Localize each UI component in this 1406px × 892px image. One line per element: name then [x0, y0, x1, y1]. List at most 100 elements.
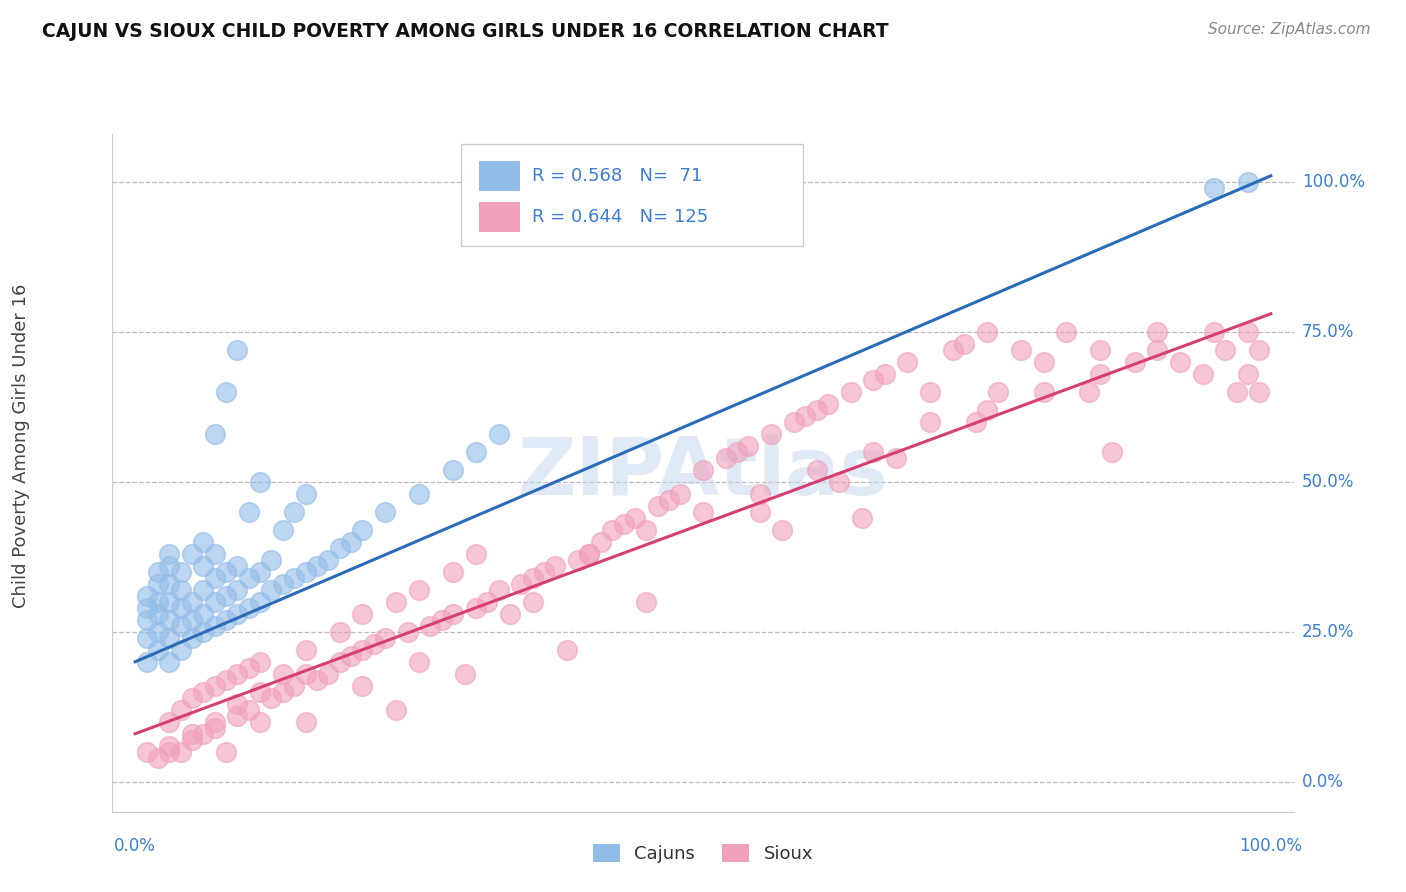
Point: [193, 727, 215, 741]
Point: [1010, 343, 1032, 357]
Point: [748, 505, 770, 519]
Point: [1123, 355, 1146, 369]
Point: [226, 708, 249, 723]
Point: [965, 415, 987, 429]
Text: Source: ZipAtlas.com: Source: ZipAtlas.com: [1208, 22, 1371, 37]
Point: [146, 565, 169, 579]
Point: [374, 631, 396, 645]
Point: [215, 673, 238, 687]
Point: [215, 745, 238, 759]
Point: [783, 415, 806, 429]
Text: R = 0.568   N=  71: R = 0.568 N= 71: [531, 167, 702, 185]
Point: [294, 487, 316, 501]
Point: [636, 523, 658, 537]
Legend: Cajuns, Sioux: Cajuns, Sioux: [585, 837, 821, 871]
Point: [329, 541, 352, 555]
Point: [953, 336, 976, 351]
Point: [1202, 325, 1225, 339]
Text: 75.0%: 75.0%: [1302, 323, 1354, 341]
Point: [169, 642, 191, 657]
Point: [862, 373, 884, 387]
Point: [920, 384, 942, 399]
Point: [204, 679, 226, 693]
Point: [157, 547, 180, 561]
Point: [1146, 343, 1168, 357]
Point: [658, 492, 681, 507]
Point: [374, 505, 396, 519]
Point: [204, 595, 226, 609]
Point: [215, 613, 238, 627]
Point: [1237, 367, 1260, 381]
Point: [260, 690, 283, 705]
Point: [408, 582, 430, 597]
Point: [352, 607, 374, 621]
Point: [340, 648, 363, 663]
Text: 100.0%: 100.0%: [1239, 837, 1302, 855]
Point: [193, 582, 215, 597]
Point: [1249, 343, 1271, 357]
Text: 50.0%: 50.0%: [1302, 473, 1354, 491]
Point: [283, 571, 305, 585]
Point: [589, 534, 612, 549]
Point: [1032, 384, 1054, 399]
Point: [193, 624, 215, 639]
Point: [169, 565, 191, 579]
Point: [193, 558, 215, 573]
Point: [271, 576, 294, 591]
Point: [249, 655, 271, 669]
Point: [157, 745, 180, 759]
Point: [204, 426, 226, 441]
Point: [828, 475, 851, 489]
Point: [181, 613, 204, 627]
Point: [477, 595, 499, 609]
Point: [567, 553, 589, 567]
Point: [544, 558, 567, 573]
Point: [692, 463, 714, 477]
Point: [748, 487, 770, 501]
Point: [260, 553, 283, 567]
Point: [612, 516, 634, 531]
Point: [146, 607, 169, 621]
Point: [352, 523, 374, 537]
Point: [647, 499, 669, 513]
Point: [396, 624, 419, 639]
Point: [271, 523, 294, 537]
Text: ZIPAtlas: ZIPAtlas: [517, 434, 889, 512]
Point: [181, 732, 204, 747]
Point: [1226, 384, 1249, 399]
Point: [533, 565, 555, 579]
Point: [873, 367, 896, 381]
Point: [157, 655, 180, 669]
Point: [1090, 343, 1112, 357]
Point: [215, 565, 238, 579]
Point: [942, 343, 965, 357]
Point: [862, 444, 884, 458]
Point: [283, 679, 305, 693]
Point: [976, 402, 998, 417]
Point: [352, 679, 374, 693]
Point: [1191, 367, 1213, 381]
Point: [294, 666, 316, 681]
Point: [249, 475, 271, 489]
Point: [499, 607, 522, 621]
Point: [238, 571, 260, 585]
Point: [488, 426, 510, 441]
Point: [238, 505, 260, 519]
Point: [294, 714, 316, 729]
Point: [464, 600, 486, 615]
Point: [363, 637, 385, 651]
Point: [340, 534, 363, 549]
Point: [135, 589, 157, 603]
Point: [157, 558, 180, 573]
Point: [169, 619, 191, 633]
Point: [238, 661, 260, 675]
Point: [794, 409, 817, 423]
Point: [249, 684, 271, 698]
Point: [305, 558, 328, 573]
Point: [522, 571, 544, 585]
Point: [441, 565, 464, 579]
Point: [204, 714, 226, 729]
Point: [385, 595, 408, 609]
Text: 0.0%: 0.0%: [1302, 772, 1344, 790]
Point: [169, 582, 191, 597]
